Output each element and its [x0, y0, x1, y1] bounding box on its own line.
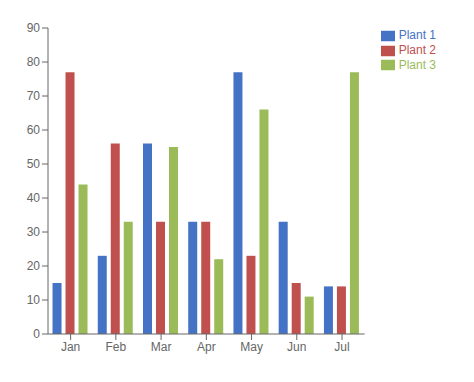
svg-text:10: 10 — [27, 293, 41, 307]
svg-text:90: 90 — [27, 21, 41, 35]
html-text:Plant 3: Plant 3 — [398, 57, 436, 72]
svg-text:Mar: Mar — [151, 340, 172, 354]
svg-text:40: 40 — [27, 191, 41, 205]
svg-text:0: 0 — [33, 327, 40, 341]
svg-text:Jan: Jan — [61, 340, 80, 354]
svg-text:30: 30 — [27, 225, 41, 239]
svg-text:50: 50 — [27, 157, 41, 171]
svg-text:80: 80 — [27, 55, 41, 69]
svg-text:May: May — [240, 340, 263, 354]
svg-text:Jun: Jun — [287, 340, 306, 354]
svg-text:Feb: Feb — [106, 340, 127, 354]
svg-text:20: 20 — [27, 259, 41, 273]
svg-text:60: 60 — [27, 123, 41, 137]
svg-text:Apr: Apr — [197, 340, 216, 354]
svg-text:Jul: Jul — [334, 340, 349, 354]
html-text:Plant 2: Plant 2 — [398, 42, 436, 57]
html-text:Plant 1: Plant 1 — [398, 28, 436, 42]
svg-text:70: 70 — [27, 89, 41, 103]
